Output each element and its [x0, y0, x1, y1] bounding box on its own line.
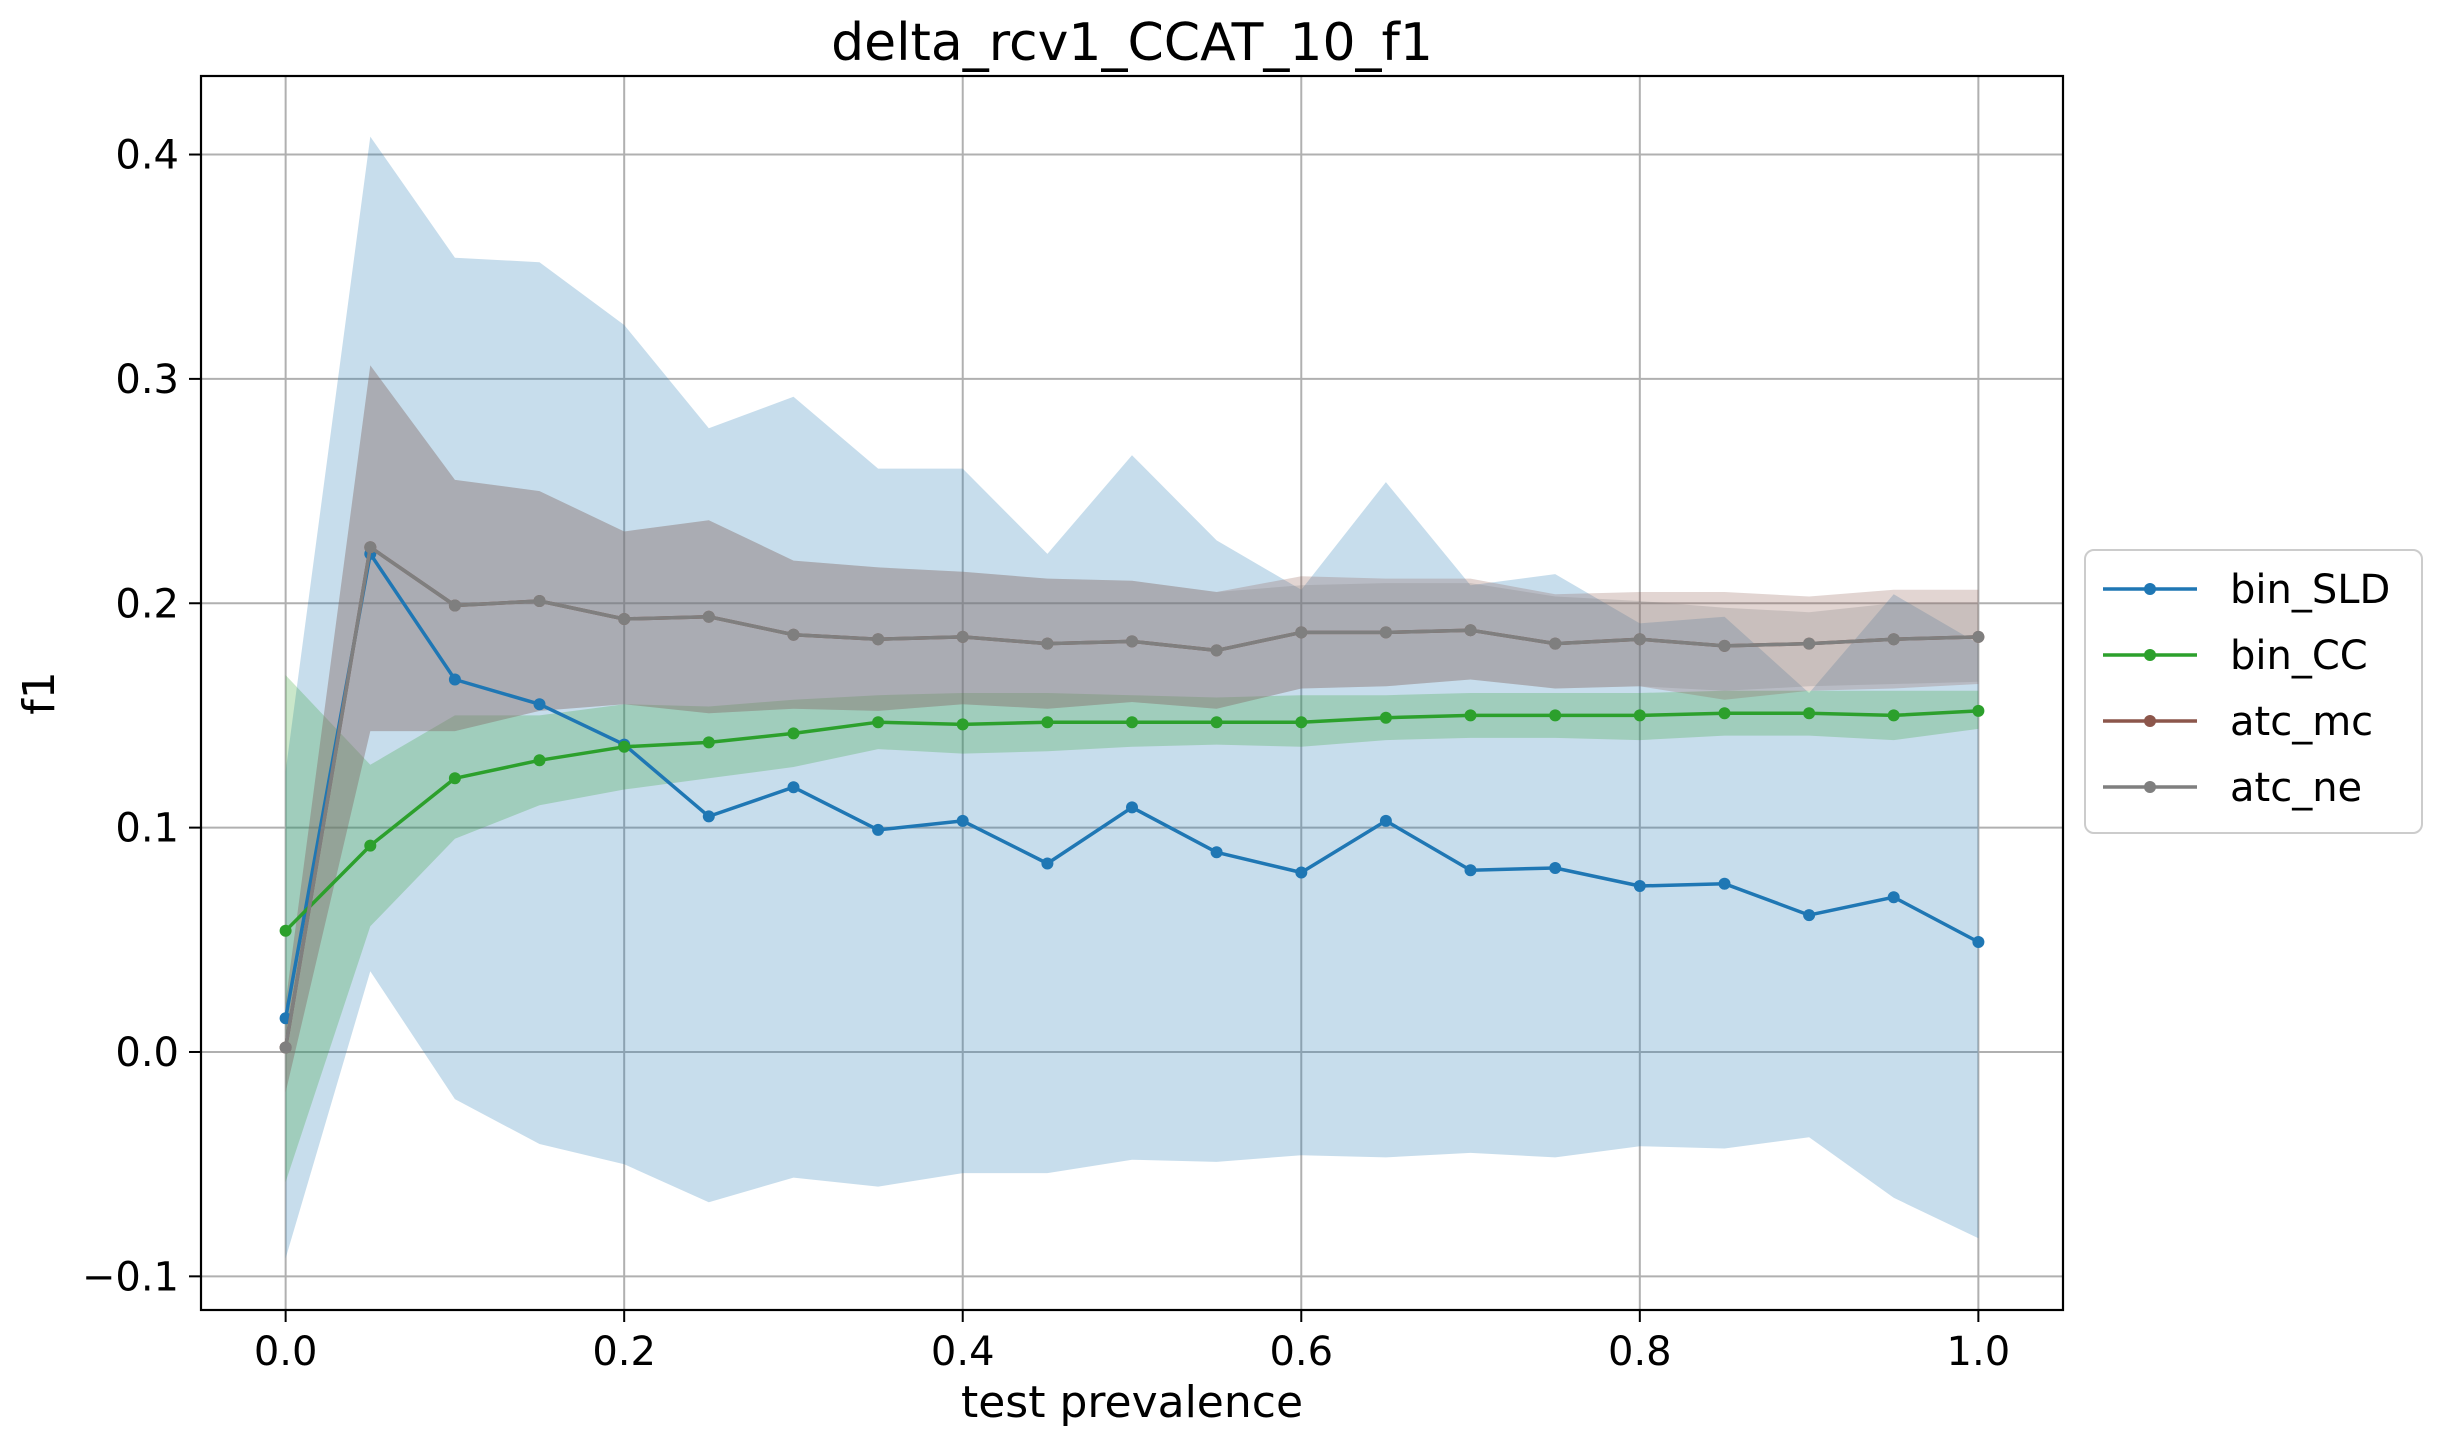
x-tick-label: 0.8 [1608, 1329, 1672, 1375]
atc_ne-point [956, 630, 969, 643]
atc_ne-point [1295, 626, 1308, 639]
bin_SLD-point [1295, 866, 1308, 879]
bin_SLD-point [1972, 936, 1985, 948]
y-axis-label: f1 [14, 671, 65, 714]
bin_CC-point [533, 754, 546, 767]
atc_ne-point [1464, 624, 1477, 637]
x-axis-label: test prevalence [961, 1377, 1303, 1428]
x-tick-label: 0.6 [1269, 1329, 1333, 1375]
y-tick-label: 0.4 [115, 133, 179, 179]
atc_ne-point [533, 595, 546, 607]
x-tick-label: 0.4 [931, 1329, 995, 1375]
bin_CC-point [1379, 711, 1392, 724]
plot-frame [199, 74, 2065, 1312]
atc_ne-point [1210, 644, 1223, 657]
bin_SLD-point [448, 673, 461, 686]
legend-label-atc_mc: atc_mc [2230, 699, 2373, 745]
bin_CC-legend-marker [2144, 649, 2156, 661]
bin_CC-point [1041, 716, 1054, 729]
bin_SLD-point [787, 781, 800, 794]
bin_SLD-point [1549, 862, 1562, 874]
legend-label-bin_SLD: bin_SLD [2230, 567, 2390, 613]
bin_CC-point [1295, 716, 1308, 729]
legend: bin_SLD bin_CC atc_mc atc_ne [2084, 549, 2423, 834]
x-tick-label: 0.0 [254, 1329, 318, 1375]
bin_CC-point [1633, 709, 1646, 722]
bin_SLD-point [1718, 877, 1731, 890]
y-tick-label: 0.3 [115, 357, 179, 403]
bin_CC-band [285, 675, 1979, 1183]
bin_CC-point [956, 718, 969, 731]
atc_ne-point [1803, 637, 1816, 650]
atc_ne-point [702, 610, 715, 623]
bin_CC-point [364, 839, 377, 852]
atc_ne-point [364, 541, 377, 554]
atc_ne-point [872, 633, 885, 646]
bin_SLD-point [1803, 909, 1816, 922]
grid [201, 76, 2063, 1310]
bin_CC-point [1887, 709, 1900, 722]
axis-ticks: 0.0 0.2 0.4 0.6 0.8 1.0 −0.1 0.0 0.1 0.2 0.3 0.4 [82, 133, 2010, 1375]
bin_CC-point [872, 716, 885, 729]
bin_SLD-point [702, 810, 715, 823]
bin_SLD-point [1887, 891, 1900, 904]
bin_CC-point [1210, 716, 1223, 729]
bin_SLD-point [1041, 857, 1054, 870]
bin_SLD-point [956, 814, 969, 827]
atc_ne-point [787, 628, 800, 641]
bin_CC-point [618, 740, 631, 753]
y-tick-label: −0.1 [82, 1254, 179, 1300]
bin_SLD-point [1464, 864, 1477, 877]
atc_mc-legend-marker [2144, 715, 2156, 727]
atc_ne-point [1126, 635, 1138, 648]
series-lines [279, 541, 1985, 1054]
x-tick-label: 1.0 [1947, 1329, 2011, 1375]
bin_CC-point [1803, 707, 1816, 720]
atc_ne-point [1633, 633, 1646, 646]
bin_CC-point [448, 772, 461, 785]
y-tick-label: 0.2 [115, 581, 179, 627]
bin_SLD-legend-marker [2144, 583, 2156, 595]
y-tick-label: 0.1 [115, 806, 179, 852]
atc_ne-point [1972, 630, 1985, 643]
bin_SLD-point [1210, 846, 1223, 859]
atc_ne-band [285, 365, 1979, 1093]
atc_ne-point [1041, 637, 1054, 650]
chart-title: delta_rcv1_CCAT_10_f1 [831, 13, 1433, 73]
atc_ne-point [448, 599, 461, 612]
legend-label-bin_CC: bin_CC [2230, 633, 2368, 679]
atc_ne-point [1549, 637, 1562, 650]
y-tick-label: 0.0 [115, 1030, 179, 1076]
bin_CC-point [1126, 716, 1138, 729]
bin_CC-point [1549, 709, 1562, 722]
atc_mc-band [285, 365, 1979, 1093]
bin_CC-point [1464, 709, 1477, 722]
bin_CC-point [702, 736, 715, 749]
confidence-bands [285, 136, 1979, 1259]
bin_SLD-point [1126, 801, 1138, 814]
bin_SLD-band [285, 136, 1979, 1259]
bin_CC-point [787, 727, 800, 740]
atc_ne-legend-marker [2144, 781, 2156, 793]
atc_ne-point [1718, 639, 1731, 652]
bin_CC-point [1718, 707, 1731, 720]
atc_ne-point [279, 1041, 292, 1054]
atc_ne-point [618, 613, 631, 625]
bin_SLD-point [1379, 814, 1392, 827]
bin_CC-point [279, 924, 292, 937]
atc_ne-point [1887, 633, 1900, 646]
bin_CC-point [1972, 704, 1985, 717]
legend-box [2084, 549, 2423, 834]
bin_SLD-point [1633, 880, 1646, 892]
x-tick-label: 0.2 [592, 1329, 656, 1375]
legend-label-atc_ne: atc_ne [2230, 765, 2362, 811]
bin_SLD-point [533, 698, 546, 711]
bin_SLD-point [872, 823, 885, 836]
atc_ne-point [1379, 626, 1392, 639]
